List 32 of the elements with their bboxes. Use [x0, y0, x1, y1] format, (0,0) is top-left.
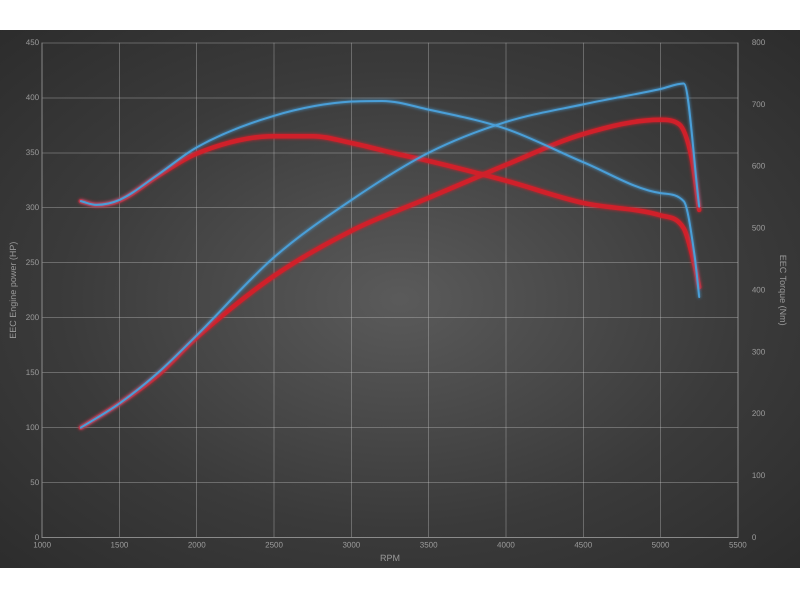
y2-tick-label: 600 — [752, 162, 766, 171]
y-tick-label: 400 — [26, 92, 40, 102]
x-tick-label: 4500 — [574, 540, 593, 550]
y-tick-label: 350 — [26, 148, 40, 157]
y-tick-label: 0 — [34, 532, 40, 542]
y-tick-label: 300 — [26, 202, 40, 212]
y-tick-label: 200 — [26, 312, 40, 322]
x-tick-label: 5500 — [728, 540, 748, 550]
y2-tick-label: 200 — [752, 409, 766, 418]
x-tick-label: 2000 — [188, 540, 206, 550]
y2-tick-label: 100 — [752, 470, 766, 480]
x-tick-label: 1500 — [110, 540, 129, 550]
x-tick-label: 2500 — [265, 540, 284, 550]
y2-tick-label: 400 — [752, 285, 766, 294]
y2-tick-label: 500 — [752, 224, 766, 233]
y-tick-label: 50 — [30, 478, 40, 487]
y-tick-label: 100 — [26, 422, 40, 432]
y2-tick-label: 800 — [752, 38, 766, 48]
y-tick-label: 250 — [26, 258, 40, 267]
x-tick-label: 3000 — [342, 540, 361, 550]
y2-tick-label: 700 — [752, 100, 766, 109]
y-axis-title: EEC Engine power (HP) — [8, 242, 18, 339]
y-tick-label: 450 — [26, 38, 40, 48]
y2-tick-label: 300 — [752, 347, 766, 356]
y-tick-label: 150 — [26, 368, 40, 377]
x-tick-label: 5000 — [652, 540, 670, 550]
x-tick-label: 4000 — [497, 540, 516, 550]
y2-axis-title: EEC Torque (Nm) — [778, 254, 788, 326]
x-axis-title: RPM — [380, 553, 400, 564]
y2-tick-label: 0 — [752, 532, 757, 542]
x-tick-label: 3500 — [420, 540, 438, 550]
x-tick-label: 1000 — [33, 540, 52, 550]
